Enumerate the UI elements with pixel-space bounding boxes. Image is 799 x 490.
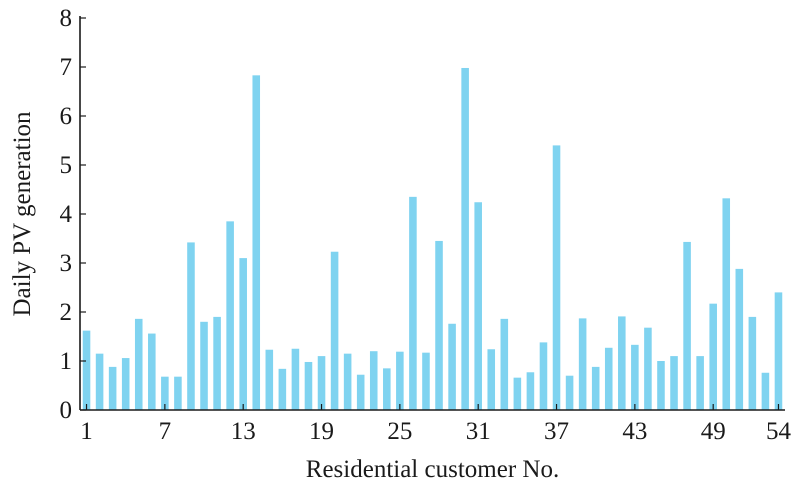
bar-customer-43 bbox=[631, 344, 639, 410]
bar-customer-35 bbox=[526, 372, 535, 410]
bar-customer-29 bbox=[448, 323, 456, 410]
bar-customer-26 bbox=[409, 196, 417, 410]
bar-customer-23 bbox=[369, 351, 378, 410]
bar-customer-13 bbox=[239, 258, 247, 410]
x-tick-label: 49 bbox=[701, 418, 726, 445]
bar-customer-45 bbox=[657, 361, 665, 410]
bar-customer-10 bbox=[200, 321, 208, 410]
bar-customer-30 bbox=[461, 67, 469, 410]
bar-customer-41 bbox=[604, 347, 613, 410]
bar-customer-51 bbox=[735, 268, 744, 410]
bar-customer-7 bbox=[161, 376, 169, 410]
y-axis-label: Daily PV generation bbox=[9, 111, 36, 317]
x-tick-label: 1 bbox=[80, 418, 93, 445]
y-tick-label: 6 bbox=[60, 103, 73, 130]
x-tick-label: 19 bbox=[309, 418, 334, 445]
bar-customer-20 bbox=[330, 251, 339, 410]
x-tick-label: 31 bbox=[466, 418, 491, 445]
bar-customer-5 bbox=[134, 318, 143, 410]
bar-customer-21 bbox=[343, 353, 352, 410]
bar-customer-25 bbox=[396, 351, 404, 410]
bar-customer-54 bbox=[774, 292, 783, 410]
bar-customer-18 bbox=[304, 361, 313, 410]
bars-group bbox=[82, 67, 783, 410]
x-tick-label: 25 bbox=[387, 418, 412, 445]
bar-customer-22 bbox=[356, 374, 365, 410]
y-tick-label: 1 bbox=[60, 348, 73, 375]
bar-customer-9 bbox=[187, 242, 195, 410]
bar-customer-32 bbox=[487, 349, 496, 410]
x-tick-label: 43 bbox=[622, 418, 647, 445]
y-tick-label: 4 bbox=[60, 201, 73, 228]
bar-customer-48 bbox=[696, 356, 704, 410]
bar-customer-31 bbox=[474, 202, 482, 410]
bar-customer-6 bbox=[148, 333, 156, 410]
bar-customer-28 bbox=[435, 240, 443, 410]
bar-customer-38 bbox=[565, 375, 574, 410]
x-tick-label: 13 bbox=[231, 418, 256, 445]
bar-customer-52 bbox=[748, 316, 757, 410]
bar-customer-14 bbox=[252, 75, 261, 410]
y-tick-label: 7 bbox=[60, 54, 73, 81]
bar-customer-34 bbox=[513, 377, 522, 410]
bar-customer-19 bbox=[317, 356, 326, 410]
bar-customer-40 bbox=[591, 366, 600, 410]
bar-customer-2 bbox=[95, 353, 104, 410]
y-tick-label: 3 bbox=[60, 250, 73, 277]
bar-customer-36 bbox=[539, 342, 548, 410]
y-tick-label: 0 bbox=[60, 397, 73, 424]
bar-customer-46 bbox=[670, 356, 678, 410]
bar-customer-49 bbox=[709, 303, 717, 410]
y-tick-label: 5 bbox=[60, 152, 73, 179]
bar-customer-50 bbox=[722, 198, 731, 410]
bar-customer-8 bbox=[174, 376, 182, 410]
bar-customer-24 bbox=[383, 368, 391, 410]
bar-customer-3 bbox=[108, 366, 117, 410]
bar-customer-17 bbox=[291, 348, 300, 410]
bar-customer-33 bbox=[500, 318, 509, 410]
bar-customer-39 bbox=[578, 318, 587, 410]
bar-customer-16 bbox=[278, 368, 287, 410]
bar-customer-4 bbox=[121, 358, 130, 410]
bar-customer-44 bbox=[644, 327, 652, 410]
bar-customer-11 bbox=[213, 316, 221, 410]
bar-customer-12 bbox=[226, 221, 234, 410]
bar-customer-47 bbox=[683, 241, 691, 410]
x-tick-label: 7 bbox=[159, 418, 172, 445]
x-tick-label: 37 bbox=[544, 418, 569, 445]
x-axis-label: Residential customer No. bbox=[306, 456, 559, 483]
y-tick-label: 2 bbox=[60, 299, 73, 326]
bar-customer-53 bbox=[761, 372, 770, 410]
bar-customer-37 bbox=[552, 145, 561, 410]
y-tick-label: 8 bbox=[60, 5, 73, 32]
bar-customer-42 bbox=[618, 316, 626, 410]
y-axis-ticks: 0 1 2 3 4 5 6 7 8 bbox=[60, 5, 86, 424]
bar-customer-15 bbox=[265, 349, 274, 410]
x-axis-ticks: 1 7 13 19 25 31 37 43 49 54 bbox=[80, 404, 791, 445]
bar-customer-27 bbox=[422, 352, 430, 410]
bar-customer-1 bbox=[82, 330, 91, 410]
x-tick-label: 54 bbox=[766, 418, 792, 445]
